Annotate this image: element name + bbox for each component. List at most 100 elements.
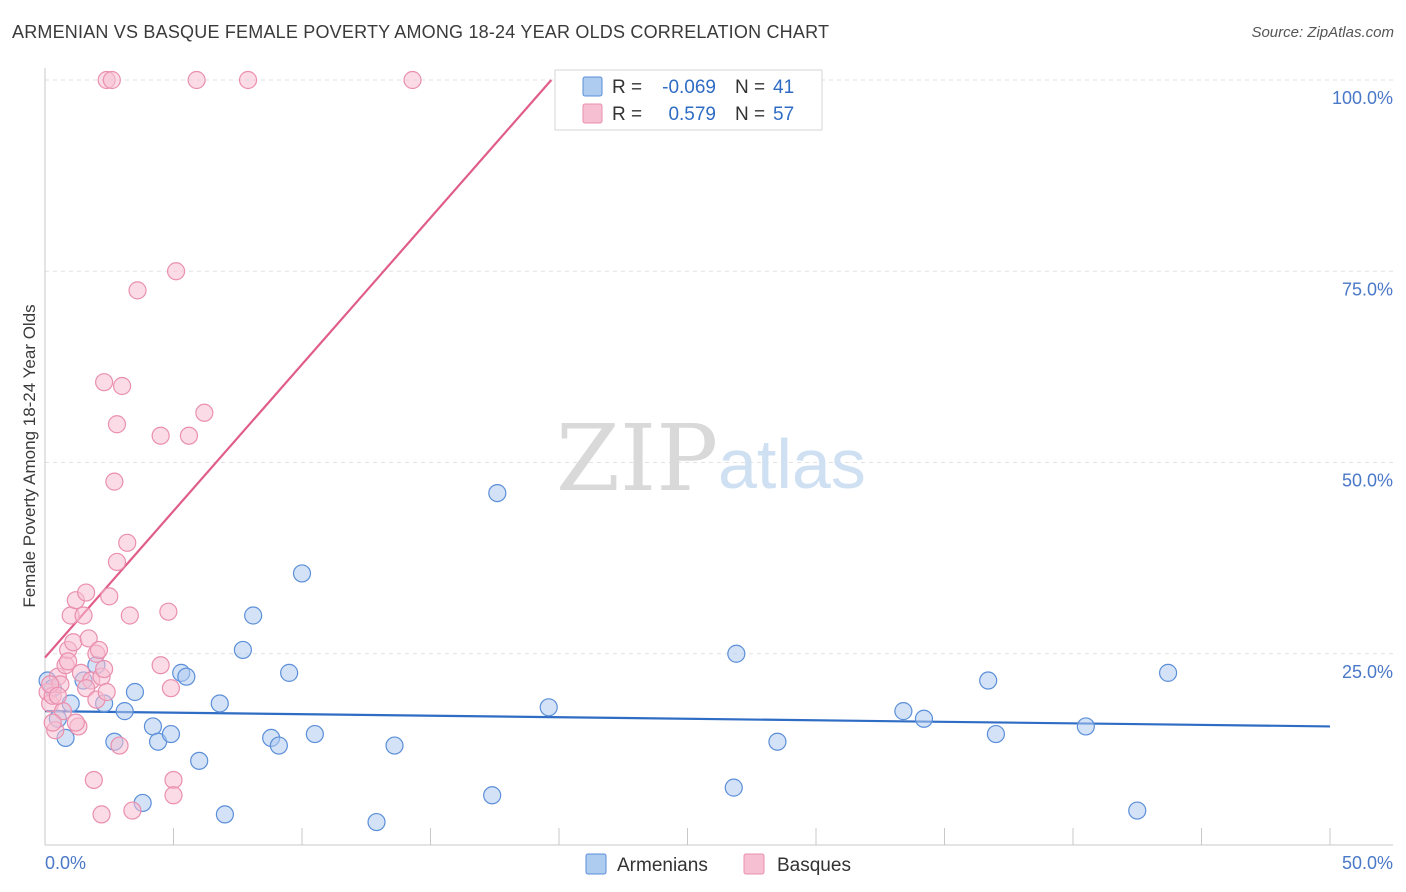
basques-point[interactable] <box>159 602 178 621</box>
armenians-point[interactable] <box>979 671 998 690</box>
series-legend-label-armenians[interactable]: Armenians <box>617 855 708 876</box>
armenians-point[interactable] <box>177 667 196 686</box>
armenians-point[interactable] <box>190 751 209 770</box>
armenians-point[interactable] <box>280 663 299 682</box>
basques-point[interactable] <box>77 679 96 698</box>
armenians-point[interactable] <box>986 724 1006 744</box>
axes <box>44 68 1393 846</box>
basques-point[interactable] <box>79 629 98 648</box>
armenians-points <box>38 484 1178 832</box>
basques-point[interactable] <box>187 70 206 90</box>
basques-point[interactable] <box>105 472 124 491</box>
x-tick-label-min: 0.0% <box>45 853 86 873</box>
armenians-point[interactable] <box>233 640 252 660</box>
basques-point[interactable] <box>107 552 127 572</box>
legend-r-value-armenians: -0.069 <box>662 77 716 98</box>
chart-title: ARMENIAN VS BASQUE FEMALE POVERTY AMONG … <box>12 22 830 42</box>
basques-point[interactable] <box>74 606 93 625</box>
armenians-point[interactable] <box>768 732 787 751</box>
basques-point[interactable] <box>84 770 103 790</box>
armenians-point[interactable] <box>894 702 913 721</box>
legend-r-value-basques: 0.579 <box>668 104 716 125</box>
series-legend-swatch-basques[interactable] <box>743 853 765 875</box>
armenians-point[interactable] <box>1076 717 1095 736</box>
armenians-point[interactable] <box>385 736 404 755</box>
basques-point[interactable] <box>151 656 170 675</box>
basques-point[interactable] <box>100 587 119 606</box>
armenians-point[interactable] <box>143 717 163 736</box>
series-legend-label-basques[interactable]: Basques <box>777 855 851 876</box>
armenians-point[interactable] <box>1158 663 1178 682</box>
armenians-point[interactable] <box>292 564 312 583</box>
basques-point[interactable] <box>59 652 78 671</box>
basques-point[interactable] <box>166 262 186 281</box>
trend-lines <box>44 79 1331 728</box>
y-tick-label: 75.0% <box>1342 279 1393 299</box>
armenians-point[interactable] <box>483 786 502 805</box>
basques-point[interactable] <box>66 713 85 732</box>
armenians-point[interactable] <box>210 694 229 713</box>
series-legend: Armenians Basques <box>585 853 851 876</box>
basques-point[interactable] <box>238 70 258 90</box>
basques-points <box>38 70 422 824</box>
basques-point[interactable] <box>195 403 214 422</box>
y-tick-label: 50.0% <box>1342 471 1393 491</box>
basques-point[interactable] <box>403 70 422 90</box>
x-tick-label-max: 50.0% <box>1342 853 1393 873</box>
grid-lines <box>45 79 1393 655</box>
legend-n-value-armenians: 41 <box>773 77 794 98</box>
armenians-point[interactable] <box>269 736 288 755</box>
legend-n-label-basques: N = <box>735 104 765 125</box>
basques-point[interactable] <box>97 682 116 702</box>
armenians-point[interactable] <box>367 812 386 832</box>
armenians-point[interactable] <box>724 778 743 797</box>
basques-point[interactable] <box>89 640 109 660</box>
legend-r-label-armenians: R = <box>612 77 642 98</box>
legend-swatch-basques <box>582 103 603 124</box>
basques-point[interactable] <box>64 633 83 652</box>
armenians-point[interactable] <box>161 724 181 744</box>
armenians-point[interactable] <box>488 484 507 503</box>
basques-point[interactable] <box>77 583 96 602</box>
legend-swatch-armenians <box>582 76 603 97</box>
y-tick-labels: 25.0% 50.0% 75.0% 100.0% <box>1332 88 1393 682</box>
armenians-point[interactable] <box>125 682 145 702</box>
basques-point[interactable] <box>128 281 147 300</box>
basques-point[interactable] <box>112 376 132 396</box>
basques-point[interactable] <box>110 736 129 755</box>
watermark-atlas: atlas <box>718 425 866 503</box>
basques-point[interactable] <box>164 786 183 805</box>
y-axis-title: Female Poverty Among 18-24 Year Olds <box>20 304 39 607</box>
basques-point[interactable] <box>107 415 127 434</box>
series-legend-swatch-armenians[interactable] <box>585 853 607 875</box>
armenians-point[interactable] <box>215 805 234 824</box>
basques-point[interactable] <box>95 373 114 392</box>
basques-point[interactable] <box>151 426 170 445</box>
basques-point[interactable] <box>43 713 62 732</box>
basques-point[interactable] <box>118 533 137 552</box>
basques-point[interactable] <box>120 606 139 625</box>
basques-point[interactable] <box>102 70 121 90</box>
basques-point[interactable] <box>164 770 183 790</box>
basques-point[interactable] <box>123 801 142 820</box>
armenians-point[interactable] <box>1128 801 1147 820</box>
armenians-point[interactable] <box>305 724 324 744</box>
basques-point[interactable] <box>92 805 111 824</box>
basques-point[interactable] <box>48 686 67 705</box>
correlation-legend: R = -0.069 N = 41 R = 0.579 N = 57 <box>554 69 823 131</box>
armenians-point[interactable] <box>539 698 558 717</box>
legend-n-value-basques: 57 <box>773 104 794 125</box>
basques-point[interactable] <box>95 659 114 679</box>
legend-n-label-armenians: N = <box>735 77 765 98</box>
watermark-zip: ZIP <box>556 405 718 512</box>
armenians-point[interactable] <box>727 644 746 663</box>
armenians-trend-line <box>44 710 1331 728</box>
source-label[interactable]: Source: ZipAtlas.com <box>1251 24 1394 41</box>
basques-trend-line <box>44 79 553 659</box>
armenians-point[interactable] <box>914 709 934 728</box>
basques-point[interactable] <box>161 679 181 698</box>
armenians-point[interactable] <box>244 606 263 625</box>
armenians-point[interactable] <box>115 702 134 721</box>
basques-point[interactable] <box>179 426 199 445</box>
